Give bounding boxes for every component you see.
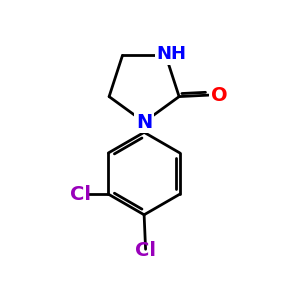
Text: Cl: Cl xyxy=(135,242,156,260)
Text: NH: NH xyxy=(157,45,187,63)
Text: O: O xyxy=(212,85,228,105)
Text: Cl: Cl xyxy=(70,185,91,204)
Text: N: N xyxy=(136,112,152,131)
